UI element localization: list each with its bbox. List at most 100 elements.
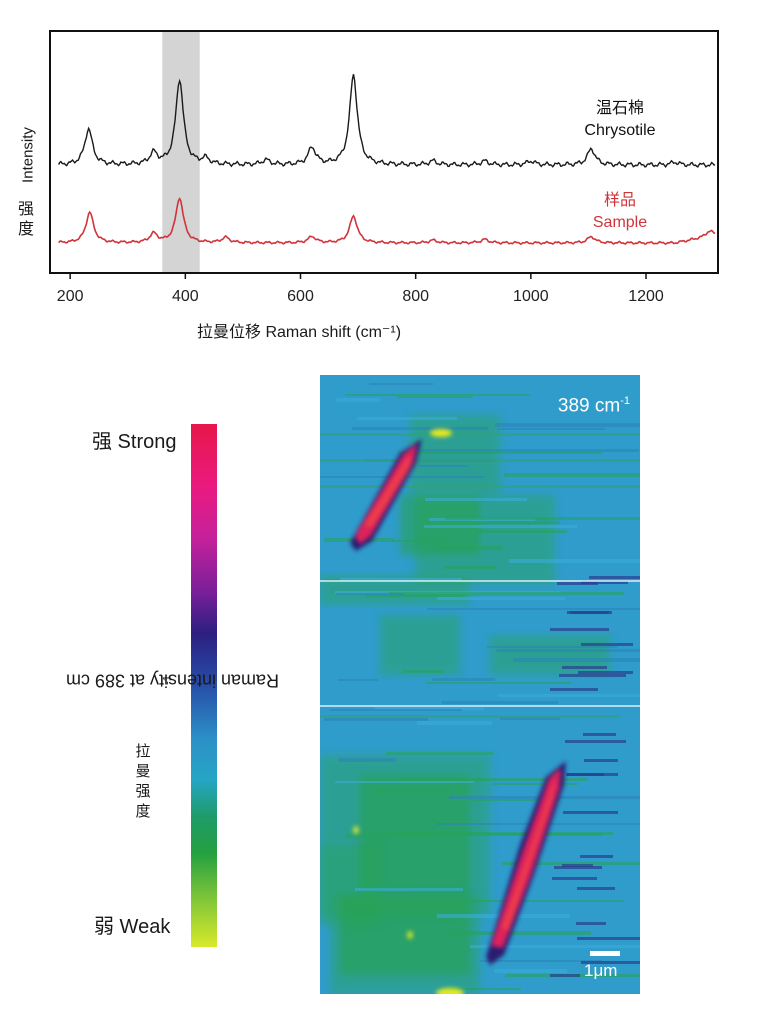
map-streak — [418, 465, 468, 467]
map-streak-dark — [589, 576, 640, 579]
x-tick-label: 1000 — [513, 288, 549, 305]
legend-chrysotile-zh: 温石棉 — [595, 100, 644, 117]
map-streak — [340, 578, 462, 581]
map-streak — [336, 398, 380, 402]
map-streak — [424, 525, 577, 528]
colorbar-max-label: 强 Strong — [92, 431, 177, 453]
map-streak — [452, 931, 591, 935]
map-streak — [493, 783, 578, 785]
x-axis-label: 拉曼位移 Raman shift (cm⁻¹) — [197, 324, 402, 341]
map-streak — [398, 778, 588, 781]
legend-sample: 样品 Sample — [560, 190, 680, 234]
map-streak-dark — [580, 855, 613, 858]
map-streak — [427, 608, 640, 610]
map-streak — [345, 394, 530, 396]
map-streak-dark — [581, 961, 640, 964]
y-axis-label-text: Intensity — [19, 127, 37, 183]
map-streak — [470, 945, 640, 948]
map-streak — [417, 721, 492, 725]
green-region — [380, 615, 460, 675]
map-line — [320, 459, 640, 462]
map-streak — [389, 592, 624, 595]
legend-chrysotile-en: Chrysotile — [584, 122, 656, 139]
map-streak — [442, 701, 558, 704]
map-streak-dark — [550, 688, 598, 691]
legend-chrysotile: 温石棉 Chrysotile — [560, 98, 680, 142]
series-line-chrysotile — [57, 74, 716, 168]
map-streak — [397, 396, 473, 398]
map-streak — [402, 670, 443, 673]
green-region — [340, 895, 470, 975]
map-streak-dark — [570, 611, 609, 614]
map-streak — [445, 517, 640, 520]
map-streak — [376, 790, 450, 793]
map-streak — [375, 707, 484, 710]
map-streak — [509, 559, 640, 563]
map-streak — [500, 717, 560, 720]
map-streak-dark — [562, 864, 593, 867]
map-streak — [366, 595, 465, 597]
colorbar-title-text: Raman intensity at 389 cm — [65, 670, 279, 691]
map-streak — [504, 473, 640, 477]
map-streak — [408, 449, 639, 452]
x-tick-label: 600 — [287, 288, 314, 305]
map-seam — [320, 705, 640, 707]
map-streak-dark — [550, 628, 609, 631]
map-streak — [437, 546, 503, 550]
map-streak — [502, 862, 640, 865]
map-wavenumber-sup: -1 — [620, 395, 630, 407]
map-streak — [352, 427, 488, 430]
colorbar-title: Raman intensity at 389 cm -1 — [65, 540, 278, 820]
map-streak-dark — [567, 773, 618, 776]
map-seam — [320, 580, 640, 582]
scale-bar-label: 1μm — [584, 961, 618, 980]
map-streak-dark — [581, 643, 633, 646]
map-streak-dark — [552, 877, 597, 880]
map-streak-dark — [557, 582, 598, 585]
map-streak — [426, 682, 571, 684]
fiber-top — [350, 439, 422, 551]
map-wavenumber-label: 389 cm-1 — [558, 395, 630, 417]
plot-frame — [49, 30, 719, 274]
map-streak — [451, 988, 521, 990]
map-streak-dark — [550, 974, 580, 977]
map-streak — [487, 646, 617, 648]
map-streak-dark — [578, 671, 633, 674]
spectrum-chart: 200 400 600 800 1000 1200 — [49, 30, 719, 305]
map-streak — [357, 417, 457, 420]
raman-map: 389 cm-1 1μm — [320, 375, 640, 994]
map-streak — [330, 709, 462, 711]
series-line-sample — [58, 197, 716, 246]
map-streak-dark — [581, 581, 628, 584]
map-streak — [338, 679, 378, 681]
map-streak — [440, 521, 560, 524]
map-streak — [324, 718, 428, 721]
map-streak — [336, 593, 404, 595]
colorbar-title-zh: 拉曼强度 — [135, 743, 151, 820]
map-streak — [496, 649, 640, 652]
map-streak — [369, 383, 433, 385]
map-texture — [320, 383, 640, 994]
map-streak-dark — [576, 922, 606, 925]
map-streak — [443, 566, 495, 569]
y-axis-label-zh: 强度 — [17, 201, 34, 238]
x-tick-label: 400 — [172, 288, 199, 305]
map-streak — [339, 758, 396, 762]
map-streak — [470, 900, 624, 902]
yellow-spots — [353, 429, 464, 994]
map-streak-dark — [554, 866, 602, 869]
map-streak — [513, 658, 640, 662]
map-line — [320, 715, 620, 718]
map-streak — [495, 423, 640, 427]
x-tick-label: 1200 — [628, 288, 664, 305]
colorbar — [191, 424, 217, 947]
map-streak — [467, 799, 560, 801]
map-streak — [476, 530, 567, 533]
map-streak — [398, 451, 603, 454]
map-streak-dark — [583, 733, 616, 736]
y-axis-label: Intensity — [8, 120, 48, 190]
scale-bar — [590, 951, 620, 956]
map-streak-dark — [584, 759, 618, 762]
legend-sample-en: Sample — [592, 214, 648, 231]
map-streak — [391, 540, 446, 542]
